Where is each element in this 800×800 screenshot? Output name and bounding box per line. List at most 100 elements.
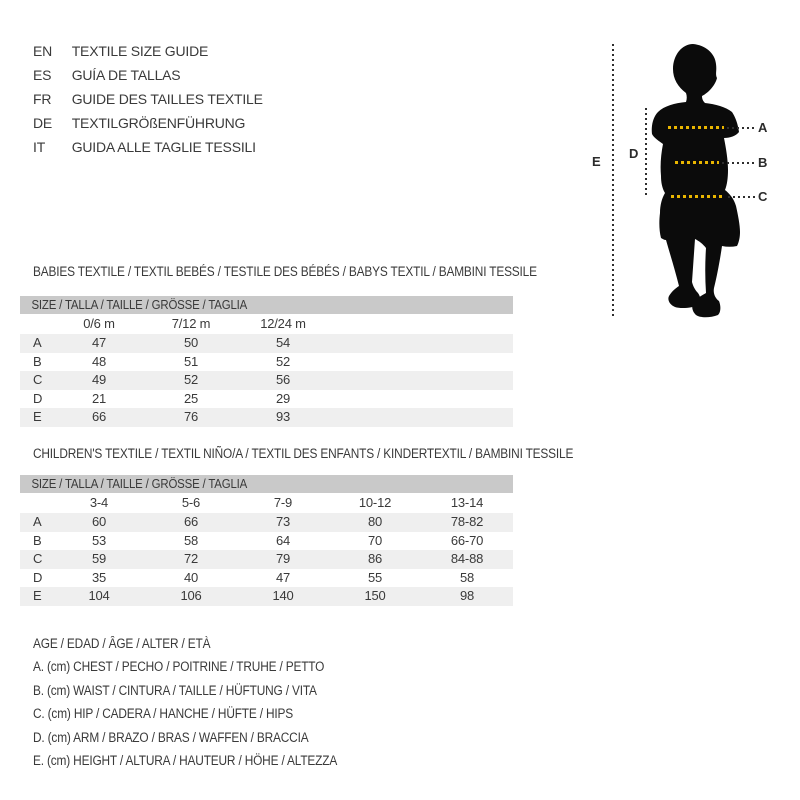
table-row: A 60 66 73 80 78-82 [20,513,513,532]
child-silhouette-image [651,44,740,318]
value-cell: 64 [275,532,291,548]
table-row: B 53 58 64 70 66-70 [20,532,513,551]
waist-measure-dash [675,161,719,164]
legend-text: B. (cm) WAIST / CINTURA / TAILLE / HÜFTU… [33,682,317,698]
value-cell: 98 [459,588,475,604]
measurement-legend: AGE / EDAD / ÂGE / ALTER / ETÀ A. (cm) C… [33,632,379,772]
chest-measure-dash [668,126,724,129]
legend-text: AGE / EDAD / ÂGE / ALTER / ETÀ [33,636,211,651]
table-row: B 48 51 52 [20,353,513,372]
language-code: EN [33,43,53,59]
size-header-text: SIZE / TALLA / TAILLE / GRÖSSE / TAGLIA [31,476,248,491]
empty-cell [329,390,421,409]
empty-cell [421,371,513,390]
value-cell: 104 [88,588,110,604]
language-code: DE [33,115,53,131]
value-cell: 73 [275,514,291,529]
children-column-header: 5-6 [181,495,201,510]
babies-size-header-bar: SIZE / TALLA / TAILLE / GRÖSSE / TAGLIA [20,296,513,314]
empty-cell [329,408,421,427]
figure-label-chest: A [758,120,768,135]
row-label: D [33,390,43,406]
hip-measure-dash [671,195,725,198]
babies-section-heading: BABIES TEXTILE / TEXTIL BEBÉS / TESTILE … [33,264,606,279]
value-cell: 50 [183,335,199,350]
value-cell: 72 [183,551,199,567]
value-cell: 54 [275,335,291,350]
figure-label-height: E [592,154,601,169]
value-cell: 56 [275,372,291,388]
figure-label-waist: B [758,155,768,170]
table-row: A 47 50 54 [20,334,513,353]
value-cell: 47 [275,569,291,585]
language-code: ES [33,67,52,83]
row-label: E [33,409,42,425]
row-label: E [33,588,42,604]
value-cell: 78-82 [450,514,484,529]
legend-line-chest: A. (cm) CHEST / PECHO / POITRINE / TRUHE… [33,655,379,678]
row-label: C [33,551,43,567]
value-cell: 79 [275,551,291,567]
value-cell: 55 [367,569,383,585]
waist-leader-dots [722,162,755,164]
row-label: A [33,335,42,350]
empty-cell [421,408,513,427]
table-row: E 104 106 140 150 98 [20,587,513,606]
figure-label-hip: C [758,189,768,204]
value-cell: 70 [367,532,383,548]
arm-measure-line-d [645,108,647,198]
value-cell: 60 [91,514,107,529]
language-row-it: IT GUIDA ALLE TAGLIE TESSILI [33,135,263,159]
children-size-header-bar: SIZE / TALLA / TAILLE / GRÖSSE / TAGLIA [20,475,513,493]
empty-cell [329,353,421,372]
children-table: 3-4 5-6 7-9 10-12 13-14 A 60 66 73 80 78… [20,493,513,606]
value-cell: 58 [183,532,199,548]
language-code: IT [33,139,46,155]
value-cell: 25 [183,390,199,406]
value-cell: 86 [367,551,383,567]
babies-column-header-row: 0/6 m 7/12 m 12/24 m [20,314,513,334]
height-measure-line-e [612,44,614,316]
legend-text: E. (cm) HEIGHT / ALTURA / HAUTEUR / HÖHE… [33,752,338,768]
language-title: GUIDA ALLE TAGLIE TESSILI [71,139,256,155]
row-label: B [33,353,42,369]
language-row-en: EN TEXTILE SIZE GUIDE [33,39,263,63]
measurement-figure: A B C D E [580,35,800,325]
language-row-de: DE TEXTILGRÖßENFÜHRUNG [33,111,263,135]
children-section-heading: CHILDREN'S TEXTILE / TEXTIL NIÑO/A / TEX… [33,446,647,461]
value-cell: 51 [183,353,199,369]
language-code: FR [33,91,52,107]
legend-text: A. (cm) CHEST / PECHO / POITRINE / TRUHE… [33,659,325,675]
children-heading-text: CHILDREN'S TEXTILE / TEXTIL NIÑO/A / TEX… [33,446,574,461]
value-cell: 58 [459,569,475,585]
row-label: A [33,514,42,529]
empty-cell [421,390,513,409]
legend-line-hip: C. (cm) HIP / CADERA / HANCHE / HÜFTE / … [33,702,379,725]
language-title: GUÍA DE TALLAS [71,67,181,83]
table-row: C 59 72 79 86 84-88 [20,550,513,569]
children-column-header-row: 3-4 5-6 7-9 10-12 13-14 [20,493,513,513]
value-cell: 84-88 [450,551,484,567]
babies-column-header: 12/24 m [260,316,306,331]
legend-line-waist: B. (cm) WAIST / CINTURA / TAILLE / HÜFTU… [33,679,379,702]
empty-cell [421,353,513,372]
empty-corner-cell [20,493,53,513]
value-cell: 35 [91,569,107,585]
children-column-header: 7-9 [273,495,293,510]
value-cell: 59 [91,551,107,567]
value-cell: 150 [364,588,386,604]
empty-corner-cell [20,314,53,334]
value-cell: 140 [272,588,294,604]
chest-leader-dots [727,127,755,129]
legend-text: D. (cm) ARM / BRAZO / BRAS / WAFFEN / BR… [33,729,309,745]
empty-cell [329,334,421,353]
table-row: C 49 52 56 [20,371,513,390]
value-cell: 66 [91,409,107,425]
row-label: D [33,569,43,585]
language-title: GUIDE DES TAILLES TEXTILE [71,91,263,107]
legend-text: C. (cm) HIP / CADERA / HANCHE / HÜFTE / … [33,706,294,722]
table-row: D 35 40 47 55 58 [20,569,513,588]
children-column-header: 13-14 [450,495,484,510]
children-column-header: 10-12 [358,495,392,510]
